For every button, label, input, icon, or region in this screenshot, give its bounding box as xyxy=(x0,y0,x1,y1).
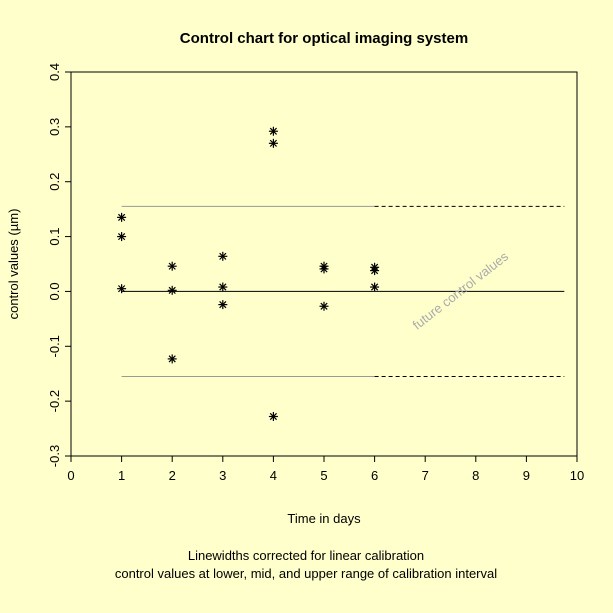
x-axis-label: Time in days xyxy=(287,511,361,526)
data-point xyxy=(117,212,127,222)
data-points xyxy=(117,126,380,422)
data-point xyxy=(319,301,329,311)
data-point xyxy=(319,264,329,274)
x-tick-label: 9 xyxy=(523,468,530,483)
data-point xyxy=(117,284,127,294)
data-point xyxy=(167,285,177,295)
data-point xyxy=(218,251,228,261)
future-control-values-annotation: future control values xyxy=(410,248,512,332)
x-tick-label: 5 xyxy=(320,468,327,483)
x-tick-label: 1 xyxy=(118,468,125,483)
y-tick-label: 0.3 xyxy=(47,118,62,136)
y-tick-label: -0.2 xyxy=(47,390,62,412)
x-tick-label: 0 xyxy=(67,468,74,483)
data-point xyxy=(218,300,228,310)
data-point xyxy=(370,282,380,292)
y-tick-label: 0.2 xyxy=(47,173,62,191)
x-tick-label: 8 xyxy=(472,468,479,483)
data-point xyxy=(370,266,380,276)
y-tick-label: 0.1 xyxy=(47,228,62,246)
x-tick-label: 3 xyxy=(219,468,226,483)
y-tick-label: 0.0 xyxy=(47,282,62,300)
x-axis: 0 1 2 3 4 5 6 7 8 9 10 xyxy=(67,456,584,483)
data-point xyxy=(167,261,177,271)
data-point xyxy=(167,354,177,364)
footnote-line-1: Linewidths corrected for linear calibrat… xyxy=(188,548,424,563)
x-tick-label: 10 xyxy=(570,468,584,483)
x-tick-label: 7 xyxy=(422,468,429,483)
y-tick-label: -0.3 xyxy=(47,445,62,467)
x-tick-label: 4 xyxy=(270,468,277,483)
data-point xyxy=(218,282,228,292)
y-axis-label: control values (µm) xyxy=(6,209,21,320)
y-tick-label: 0.4 xyxy=(47,63,62,81)
data-point xyxy=(268,126,278,136)
y-tick-label: -0.1 xyxy=(47,335,62,357)
data-point xyxy=(117,232,127,242)
footnote-line-2: control values at lower, mid, and upper … xyxy=(115,566,497,581)
data-point xyxy=(268,412,278,422)
y-axis: -0.3 -0.2 -0.1 0.0 0.1 0.2 0.3 0.4 xyxy=(47,63,71,467)
data-point xyxy=(268,138,278,148)
control-limit-lines xyxy=(121,205,565,377)
x-tick-label: 2 xyxy=(169,468,176,483)
x-tick-label: 6 xyxy=(371,468,378,483)
chart-title: Control chart for optical imaging system xyxy=(180,30,468,47)
